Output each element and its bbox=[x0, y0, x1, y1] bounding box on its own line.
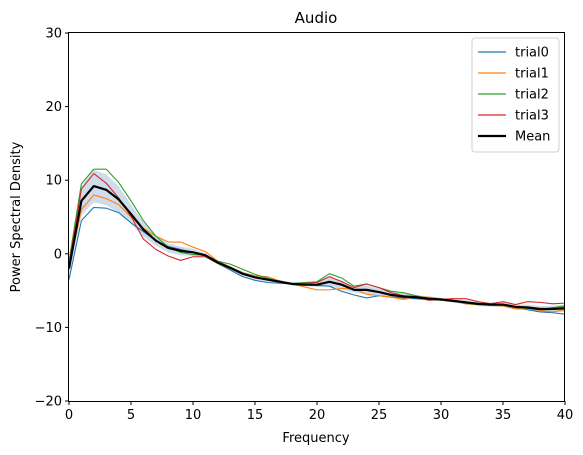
series-line-mean bbox=[67, 184, 566, 311]
x-tick-label: 10 bbox=[185, 408, 202, 423]
y-axis: −20 −10 0 10 20 30 bbox=[35, 27, 69, 410]
legend-label-mean: Mean bbox=[515, 130, 550, 145]
x-tick-label: 5 bbox=[127, 408, 135, 423]
series-line-trial1 bbox=[68, 194, 566, 313]
x-tick-label: 15 bbox=[247, 408, 264, 423]
legend-label-trial0: trial0 bbox=[515, 46, 549, 61]
x-tick-label: 0 bbox=[65, 408, 73, 423]
y-tick-label: 0 bbox=[54, 247, 62, 262]
legend-label-trial3: trial3 bbox=[515, 109, 549, 124]
y-tick-label: −20 bbox=[35, 395, 62, 410]
y-tick-label: 30 bbox=[45, 27, 62, 42]
legend: trial0 trial1 trial2 trial3 Mean bbox=[471, 37, 560, 153]
x-tick-label: 20 bbox=[309, 408, 326, 423]
y-tick-label: 10 bbox=[45, 174, 62, 189]
x-axis: 0 5 10 15 20 25 30 35 40 bbox=[65, 401, 573, 423]
x-tick-label: 40 bbox=[557, 408, 574, 423]
mean-confidence-band bbox=[69, 169, 565, 312]
chart-title: Audio bbox=[295, 9, 338, 27]
legend-box bbox=[471, 37, 560, 153]
x-tick-label: 30 bbox=[433, 408, 450, 423]
y-tick-label: −10 bbox=[35, 321, 62, 336]
y-axis-label: Power Spectral Density bbox=[9, 141, 24, 292]
series-layer bbox=[67, 168, 566, 315]
legend-label-trial1: trial1 bbox=[515, 67, 549, 82]
series-line-trial3 bbox=[68, 173, 566, 306]
x-tick-label: 35 bbox=[495, 408, 512, 423]
x-tick-label: 25 bbox=[371, 408, 388, 423]
x-axis-label: Frequency bbox=[282, 431, 349, 446]
band-layer bbox=[69, 169, 565, 312]
legend-label-trial2: trial2 bbox=[515, 88, 549, 103]
y-tick-label: 20 bbox=[45, 100, 62, 115]
